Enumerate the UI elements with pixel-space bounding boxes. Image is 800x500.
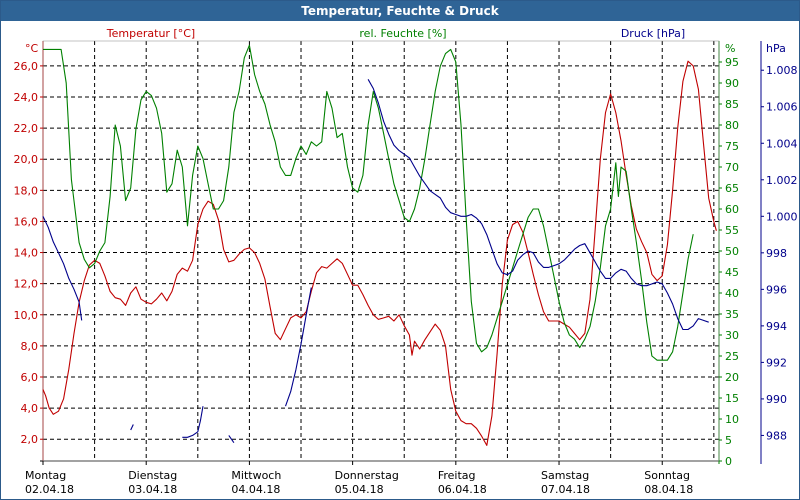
pressure-tick-label: 1.006 <box>766 101 798 114</box>
temperature-tick-label: 24,0 <box>14 91 39 104</box>
humidity-tick-label: 75 <box>725 140 739 153</box>
pressure-unit: hPa <box>766 42 786 55</box>
temperature-tick-label: 8,0 <box>21 340 39 353</box>
temperature-tick-label: 4,0 <box>21 402 39 415</box>
temperature-tick-label: 6,0 <box>21 371 39 384</box>
humidity-tick-label: 70 <box>725 161 739 174</box>
temperature-tick-label: 14,0 <box>14 247 39 260</box>
humidity-tick-label: 0 <box>725 455 732 468</box>
x-tick-day: Freitag <box>438 469 476 482</box>
x-tick-day: Dienstag <box>128 469 177 482</box>
pressure-series-line <box>228 435 235 444</box>
humidity-tick-label: 35 <box>725 308 739 321</box>
pressure-tick-label: 1.002 <box>766 174 798 187</box>
humidity-tick-label: 25 <box>725 350 739 363</box>
humidity-tick-label: 10 <box>725 413 739 426</box>
plot-frame <box>42 40 720 462</box>
humidity-tick-label: 40 <box>725 287 739 300</box>
humidity-tick-label: 65 <box>725 182 739 195</box>
humidity-tick-label: 90 <box>725 77 739 90</box>
temperature-tick-label: 22,0 <box>14 122 39 135</box>
series-lines <box>42 44 717 446</box>
x-tick-date: 06.04.18 <box>438 483 487 496</box>
humidity-tick-label: 50 <box>725 245 739 258</box>
x-tick-date: 07.04.18 <box>541 483 590 496</box>
pressure-tick-label: 992 <box>766 356 787 369</box>
x-tick-date: 04.04.18 <box>231 483 280 496</box>
pressure-tick-label: 996 <box>766 283 787 296</box>
temperature-tick-label: 18,0 <box>14 184 39 197</box>
humidity-tick-label: 20 <box>725 371 739 384</box>
humidity-tick-label: 60 <box>725 203 739 216</box>
x-tick-date: 05.04.18 <box>335 483 384 496</box>
humidity-tick-label: 85 <box>725 98 739 111</box>
pressure-tick-label: 988 <box>766 429 787 442</box>
pressure-tick-label: 990 <box>766 393 787 406</box>
humidity-tick-label: 45 <box>725 266 739 279</box>
pressure-series-line <box>367 79 709 331</box>
pressure-axis-title: Druck [hPa] <box>621 27 685 40</box>
humidity-series-line <box>43 44 694 361</box>
temperature-tick-label: 2,0 <box>21 433 39 446</box>
humidity-tick-label: 55 <box>725 224 739 237</box>
x-tick-day: Samstag <box>541 469 589 482</box>
humidity-tick-label: 30 <box>725 329 739 342</box>
pressure-series-line <box>182 406 204 438</box>
temperature-unit: °C <box>25 42 39 55</box>
axis-labels: 2,0 4,0 6,0 8,0 10,0 12,0 14,0 16,0 18,0 20,0 22,0… <box>14 27 798 496</box>
x-tick-date: 08.04.18 <box>644 483 693 496</box>
humidity-tick-label: 15 <box>725 392 739 405</box>
temperature-series-line <box>42 60 717 446</box>
pressure-tick-label: 1.000 <box>766 210 798 223</box>
temperature-tick-label: 10,0 <box>14 309 39 322</box>
x-tick-day: Mittwoch <box>231 469 281 482</box>
gridlines <box>43 41 719 461</box>
humidity-unit: % <box>725 42 735 55</box>
humidity-tick-label: 95 <box>725 56 739 69</box>
x-tick-day: Sonntag <box>644 469 690 482</box>
x-tick-day: Donnerstag <box>335 469 399 482</box>
chart-title: Temperatur, Feuchte & Druck <box>1 1 799 21</box>
pressure-tick-label: 994 <box>766 320 787 333</box>
temperature-tick-label: 20,0 <box>14 153 39 166</box>
chart-canvas: 2,0 4,0 6,0 8,0 10,0 12,0 14,0 16,0 18,0 20,0 22,0… <box>14 27 798 496</box>
pressure-series-line <box>130 424 134 431</box>
pressure-series-line <box>284 287 312 407</box>
pressure-tick-label: 998 <box>766 247 787 260</box>
humidity-tick-label: 5 <box>725 434 732 447</box>
x-tick-date: 03.04.18 <box>128 483 177 496</box>
axes <box>40 40 764 465</box>
pressure-tick-label: 1.008 <box>766 64 798 77</box>
x-tick-date: 02.04.18 <box>25 483 74 496</box>
temperature-tick-label: 26,0 <box>14 60 39 73</box>
temperature-axis-title: Temperatur [°C] <box>106 27 195 40</box>
temperature-tick-label: 12,0 <box>14 278 39 291</box>
temperature-tick-label: 16,0 <box>14 215 39 228</box>
humidity-axis-title: rel. Feuchte [%] <box>359 27 446 40</box>
pressure-series-line <box>42 216 83 321</box>
humidity-tick-label: 80 <box>725 119 739 132</box>
pressure-tick-label: 1.004 <box>766 137 798 150</box>
x-tick-day: Montag <box>25 469 66 482</box>
